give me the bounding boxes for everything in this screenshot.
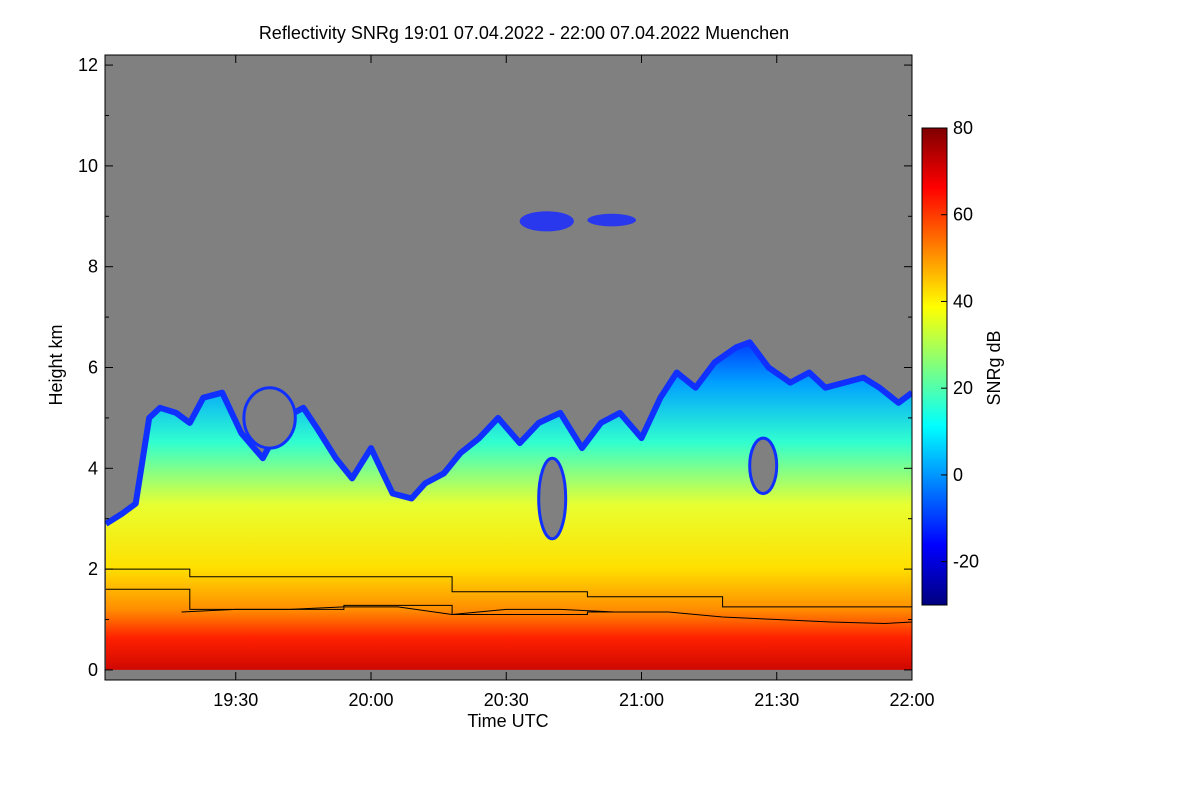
echo-area bbox=[105, 342, 912, 670]
colorbar-tick-label: 0 bbox=[953, 465, 963, 485]
colorbar-tick-label: 60 bbox=[953, 205, 973, 225]
y-tick-label: 2 bbox=[88, 559, 98, 579]
y-axis: 0 2 4 6 8 10 12 bbox=[78, 55, 912, 680]
melting-layer-line bbox=[181, 606, 912, 625]
x-axis-label: Time UTC bbox=[467, 711, 548, 731]
x-axis: 19:30 20:00 20:30 21:00 21:30 22:00 bbox=[213, 55, 935, 710]
x-tick-label: 20:00 bbox=[348, 690, 393, 710]
x-tick-label: 20:30 bbox=[484, 690, 529, 710]
colorbar: -20 0 20 40 60 80 SNRg dB bbox=[921, 118, 1004, 606]
y-tick-label: 6 bbox=[88, 358, 98, 378]
y-tick-label: 0 bbox=[88, 660, 98, 680]
upper-cloud-patch bbox=[519, 211, 574, 232]
upper-cloud-patch bbox=[587, 213, 636, 227]
overlay-lines bbox=[105, 568, 912, 625]
echo-field bbox=[105, 339, 912, 670]
colorbar-gradient bbox=[921, 127, 948, 606]
colorbar-tick-label: -20 bbox=[953, 552, 979, 572]
y-tick-label: 8 bbox=[88, 257, 98, 277]
lower-step-line bbox=[105, 588, 642, 615]
colorbar-label: SNRg dB bbox=[984, 330, 1004, 405]
colorbar-tick-label: 40 bbox=[953, 291, 973, 311]
echo-edge bbox=[105, 339, 912, 527]
x-tick-label: 21:00 bbox=[619, 690, 664, 710]
x-tick-label: 21:30 bbox=[754, 690, 799, 710]
y-tick-label: 4 bbox=[88, 458, 98, 478]
upper-cloud-patches bbox=[519, 211, 636, 232]
x-tick-label: 19:30 bbox=[213, 690, 258, 710]
y-tick-label: 12 bbox=[78, 55, 98, 75]
colorbar-ticks: -20 0 20 40 60 80 bbox=[941, 118, 979, 572]
x-tick-label: 22:00 bbox=[889, 690, 934, 710]
plot-area bbox=[105, 55, 912, 680]
y-tick-label: 10 bbox=[78, 156, 98, 176]
colorbar-tick-label: 20 bbox=[953, 378, 973, 398]
no-echo-gap bbox=[748, 436, 779, 495]
colorbar-tick-label: 80 bbox=[953, 118, 973, 138]
y-axis-label: Height km bbox=[46, 324, 66, 405]
chart-title: Reflectivity SNRg 19:01 07.04.2022 - 22:… bbox=[259, 23, 789, 43]
step-line bbox=[105, 568, 912, 608]
no-echo-gaps bbox=[242, 386, 779, 541]
no-echo-gap bbox=[242, 386, 297, 450]
no-echo-gap bbox=[537, 456, 568, 541]
